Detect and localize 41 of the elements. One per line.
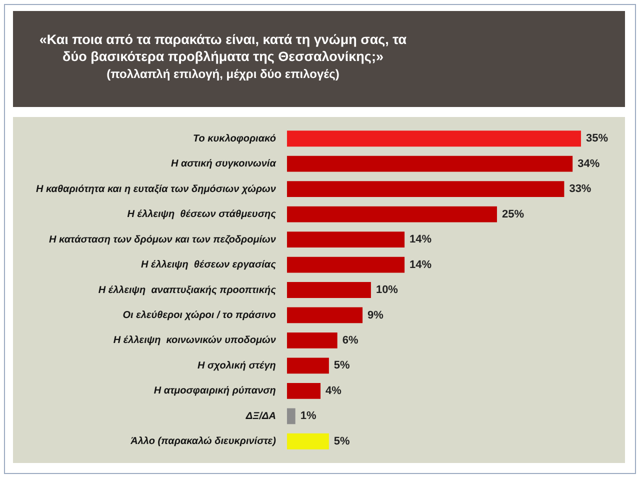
bar — [286, 256, 405, 273]
bar — [286, 156, 573, 172]
y-tick-label: Η έλλειψη θέσεων στάθμευσης — [127, 209, 277, 220]
data-label: 1% — [300, 410, 316, 422]
bar — [286, 282, 371, 298]
data-label: 4% — [326, 384, 342, 397]
bar — [286, 130, 581, 147]
data-label: 25% — [502, 208, 524, 220]
y-tick-label: Οι ελεύθεροι χώροι / το πράσινο — [122, 310, 276, 321]
bar — [286, 408, 296, 424]
data-label: 10% — [376, 284, 398, 296]
chart-subtitle: (πολλαπλή επιλογή, μέχρι δύο επιλογές) — [106, 67, 340, 81]
bar — [286, 307, 363, 324]
y-tick-label: Η αστική συγκοινωνία — [170, 158, 277, 170]
data-label: 9% — [368, 309, 384, 322]
y-tick-label: Η σχολική στέγη — [197, 360, 276, 372]
bar — [286, 232, 405, 248]
bar — [286, 206, 497, 222]
y-tick-label: Η καθαριότητα και η ευταξία των δημόσιων χώρων — [36, 184, 276, 195]
y-tick-label: ΔΞ/ΔΑ — [244, 410, 276, 422]
bar — [286, 382, 321, 399]
y-tick-label: Άλλο (παρακαλώ διευκρινίστε) — [130, 436, 277, 448]
data-label: 34% — [578, 158, 600, 170]
y-tick-label: Η κατάσταση των δρόμων και των πεζοδρομίων — [49, 234, 276, 246]
chart-title: «Και ποια από τα παρακάτω είναι, κατά τη γνώμη σας, τα δύο βασικότερα προβλήματα της Θεσσαλονίκης;» — [38, 31, 408, 65]
data-label: 6% — [342, 334, 358, 346]
data-label: 5% — [334, 360, 350, 372]
data-label: 35% — [586, 132, 608, 145]
bar — [286, 358, 329, 374]
bar — [286, 433, 329, 450]
bar — [286, 181, 564, 198]
data-label: 33% — [569, 183, 592, 196]
y-tick-label: Η ατμοσφαιρική ρύπανση — [154, 386, 276, 397]
y-tick-label: Η έλλειψη θέσεων εργασίας — [141, 260, 277, 271]
data-label: 14% — [410, 234, 432, 246]
y-tick-label: Η έλλειψη αναπτυξιακής προοπτικής — [98, 284, 277, 296]
bar — [286, 332, 338, 348]
data-label: 5% — [334, 435, 350, 448]
y-tick-label: Το κυκλοφοριακό — [192, 133, 276, 144]
data-label: 14% — [410, 258, 432, 271]
y-tick-label: Η έλλειψη κοινωνικών υποδομών — [113, 335, 276, 346]
